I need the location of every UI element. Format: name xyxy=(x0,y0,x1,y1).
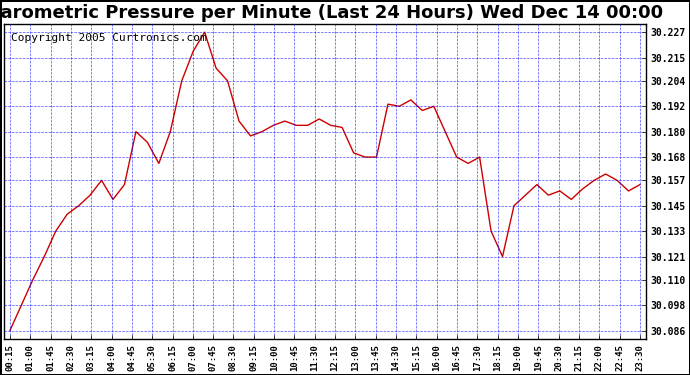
Title: Barometric Pressure per Minute (Last 24 Hours) Wed Dec 14 00:00: Barometric Pressure per Minute (Last 24 … xyxy=(0,4,663,22)
Text: Copyright 2005 Curtronics.com: Copyright 2005 Curtronics.com xyxy=(10,33,206,43)
